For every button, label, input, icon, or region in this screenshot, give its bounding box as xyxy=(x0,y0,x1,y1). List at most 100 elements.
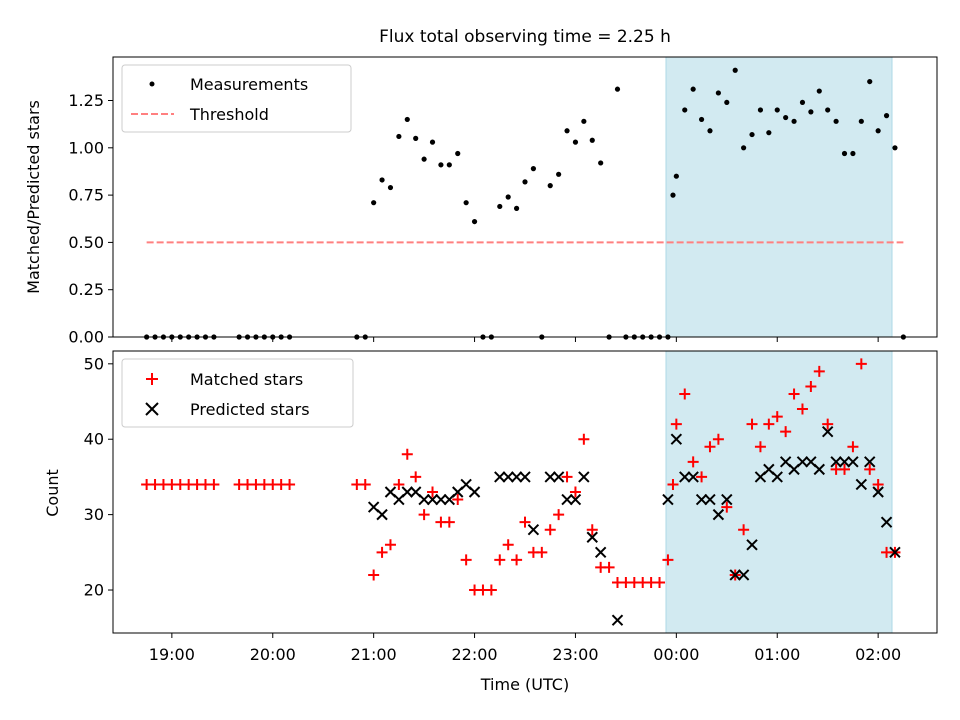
measurement-point xyxy=(741,145,747,151)
matched-star-point xyxy=(839,463,851,475)
predicted-star-point xyxy=(468,486,481,498)
ratio-y-tick-label: 0.25 xyxy=(68,280,104,299)
matched-star-point xyxy=(553,509,565,521)
predicted-star-point xyxy=(737,569,750,581)
matched-star-point xyxy=(738,524,750,536)
measurement-point xyxy=(808,109,814,115)
matched-star-point xyxy=(393,478,405,490)
matched-star-point xyxy=(208,478,220,490)
predicted-star-point xyxy=(502,471,514,483)
ratio-panel-frame xyxy=(112,56,938,338)
measurement-point xyxy=(564,128,570,134)
measurement-point xyxy=(867,78,873,85)
matched-star-point xyxy=(855,358,867,370)
measurement-point xyxy=(816,88,822,94)
matched-star-point xyxy=(511,554,523,566)
matched-star-point xyxy=(519,516,531,528)
measurement-point xyxy=(774,107,780,113)
measurement-point xyxy=(598,160,604,166)
count-legend: Matched stars Predicted stars xyxy=(121,358,354,428)
measurement-point xyxy=(522,179,528,185)
predicted-star-point xyxy=(494,471,506,483)
measurement-point xyxy=(387,184,394,191)
ratio-panel-highlight-span xyxy=(665,56,893,338)
predicted-star-point xyxy=(418,493,430,506)
matched-star-point xyxy=(822,418,834,430)
predicted-star-point xyxy=(855,478,868,491)
x-axis-label: Time (UTC) xyxy=(480,675,569,694)
ratio-y-tick-label: 0.75 xyxy=(68,186,104,205)
predicted-star-point xyxy=(510,471,523,483)
matched-star-point xyxy=(603,561,615,573)
measurement-point xyxy=(858,118,864,124)
predicted-star-point xyxy=(662,493,674,506)
matched-star-point xyxy=(704,441,716,453)
x-tick-label: 22:00 xyxy=(451,645,497,664)
count-legend-box xyxy=(121,358,354,428)
measurement-point xyxy=(690,86,696,92)
matched-star-point xyxy=(359,478,371,490)
matched-star-point xyxy=(780,426,792,438)
measurement-point xyxy=(707,128,713,134)
count-x-ticks: 19:00 20:00 21:00 22:00 23:00 00:00 01:00 02:00 xyxy=(149,633,901,664)
predicted-star-point xyxy=(889,546,901,559)
matched-star-point xyxy=(418,509,430,521)
matched-star-point xyxy=(667,478,679,490)
measurement-point xyxy=(581,118,587,124)
ratio-panel: 0.00 0.25 0.50 0.75 1.00 1.25 Matched/Predict… xyxy=(24,56,938,347)
ratio-y-tick-label: 0.00 xyxy=(68,328,104,347)
measurement-point xyxy=(497,203,503,210)
legend-matched-marker xyxy=(146,373,158,385)
matched-star-point xyxy=(805,380,817,392)
measurement-point xyxy=(791,118,797,124)
x-tick-label: 20:00 xyxy=(250,645,296,664)
matched-star-point xyxy=(544,524,556,536)
measurement-point xyxy=(547,183,553,189)
measurement-point xyxy=(589,137,595,143)
measurement-point xyxy=(429,139,436,145)
measurement-point xyxy=(766,130,772,136)
measurement-point xyxy=(438,162,444,168)
measurement-point xyxy=(715,90,721,96)
count-y-tick-label: 50 xyxy=(84,354,104,373)
measurement-point xyxy=(471,218,478,225)
matched-star-point xyxy=(662,554,674,566)
count-y-axis-label: Count xyxy=(43,469,62,517)
x-tick-label: 21:00 xyxy=(351,645,397,664)
count-panel: 20 30 40 50 19:00 20:00 21:00 22:00 23:00 00:00 0… xyxy=(43,350,938,694)
ratio-legend-box xyxy=(121,64,352,133)
chart-title: Flux total observing time = 2.25 h xyxy=(379,27,671,47)
measurement-point xyxy=(673,173,679,179)
predicted-star-point xyxy=(746,539,758,551)
count-y-tick-label: 30 xyxy=(84,505,104,524)
measurement-point xyxy=(670,192,676,198)
matched-star-point xyxy=(813,365,825,377)
measurement-point xyxy=(841,150,848,157)
matched-star-point xyxy=(561,471,573,483)
ratio-y-tick-label: 1.25 xyxy=(68,91,104,110)
measurement-point xyxy=(413,135,419,141)
count-panel-frame xyxy=(112,350,938,634)
matched-star-point xyxy=(864,463,876,475)
measurement-point xyxy=(883,113,890,119)
x-tick-label: 00:00 xyxy=(653,645,699,664)
matched-star-point xyxy=(443,516,455,528)
predicted-star-point xyxy=(830,456,842,468)
matched-star-point xyxy=(796,403,808,415)
predicted-star-point xyxy=(569,493,582,506)
matched-star-point xyxy=(460,554,472,566)
matched-star-point xyxy=(502,539,514,551)
matched-star-point xyxy=(384,539,396,551)
predicted-star-point xyxy=(544,471,556,483)
measurement-point xyxy=(614,86,621,92)
predicted-star-point xyxy=(864,456,876,468)
x-tick-label: 23:00 xyxy=(552,645,598,664)
matched-star-point xyxy=(586,524,598,536)
legend-matched-label: Matched stars xyxy=(190,370,303,389)
matched-star-point xyxy=(872,478,884,490)
x-tick-label: 01:00 xyxy=(754,645,800,664)
predicted-star-point xyxy=(712,508,725,521)
measurement-point xyxy=(850,150,856,157)
legend-measurements-label: Measurements xyxy=(190,75,308,94)
